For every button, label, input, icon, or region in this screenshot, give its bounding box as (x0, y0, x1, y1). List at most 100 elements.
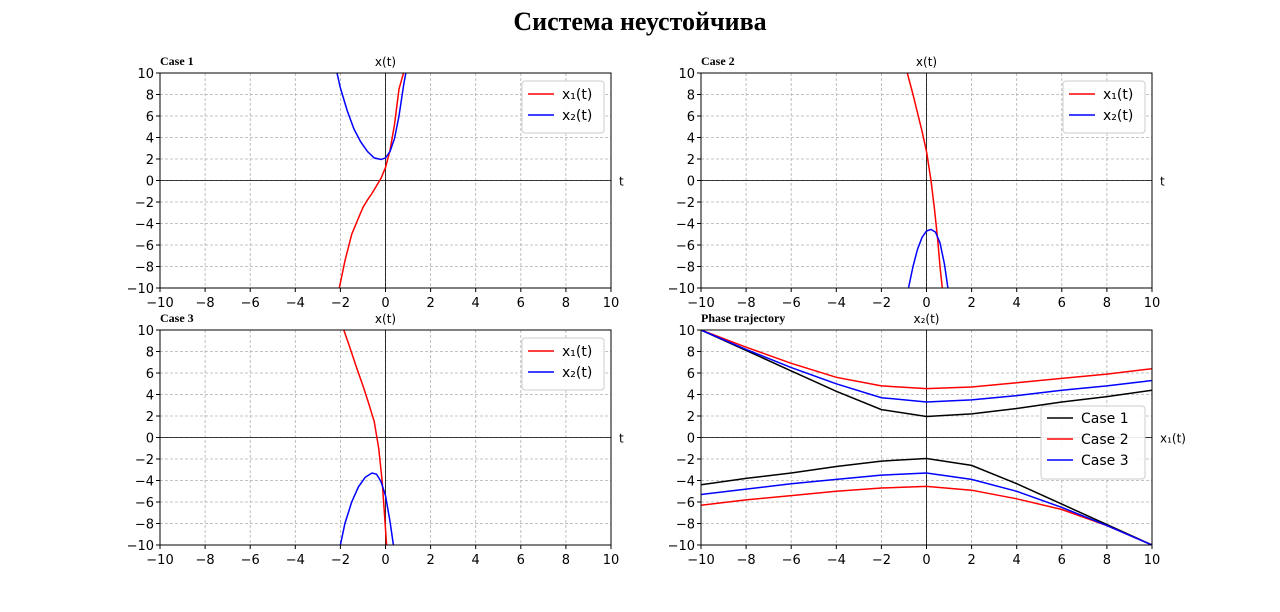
series-line-2-branch-1 (701, 330, 1152, 390)
y-tick-label: −2 (676, 453, 695, 468)
x-tick-label: 0 (381, 553, 389, 568)
y-tick-label: 2 (687, 410, 695, 425)
legend-label: x₂(t) (562, 365, 592, 381)
y-tick-label: 10 (137, 324, 154, 339)
y-tick-label: −4 (676, 218, 695, 233)
series-line-1-branch-2 (701, 457, 1152, 545)
legend-label: x₂(t) (1103, 108, 1133, 124)
x-tick-label: 0 (381, 296, 389, 311)
legend-label: Case 3 (1081, 453, 1129, 469)
panel-4: −10 −8 −6 −4 −2 0 2 4 6 8 10 −10 −8 −6 −4 −2 0 2 4 6 8 10 Phas… (668, 311, 1186, 568)
x-axis-label: x₁(t) (1160, 432, 1186, 446)
y-tick-label: −4 (135, 475, 154, 490)
panel-title: Case 2 (701, 54, 735, 68)
y-tick-label: −6 (676, 239, 695, 254)
x-tick-label: 6 (1058, 553, 1066, 568)
y-tick-label: 10 (678, 67, 695, 82)
x-tick-label: 4 (472, 296, 480, 311)
y-tick-label: 6 (146, 110, 154, 125)
y-tick-label: −10 (127, 539, 154, 554)
panels: −10 −8 −6 −4 −2 0 2 4 6 8 10 −10 −8 −6 −4 −2 0 2 4 6 8 10 Case… (127, 54, 1186, 568)
panel-1: −10 −8 −6 −4 −2 0 2 4 6 8 10 −10 −8 −6 −4 −2 0 2 4 6 8 10 Case… (127, 54, 624, 311)
series-group (339, 330, 395, 545)
x-tick-label: −8 (196, 296, 215, 311)
x-tick-label: −4 (827, 296, 846, 311)
y-tick-label: −2 (135, 453, 154, 468)
y-tick-label: 10 (137, 67, 154, 82)
y-tick-label: 8 (146, 346, 154, 361)
x-tick-label: 10 (603, 296, 620, 311)
y-tick-label: 2 (687, 153, 695, 168)
x-tick-label: 10 (1144, 553, 1161, 568)
y-axis-label: x₂(t) (914, 312, 940, 326)
x-tick-label: 8 (1103, 296, 1111, 311)
x-tick-label: 4 (1013, 553, 1021, 568)
x-tick-label: −8 (737, 553, 756, 568)
y-tick-label: 4 (687, 389, 695, 404)
y-tick-label: 8 (687, 89, 695, 104)
y-axis-label: x(t) (375, 55, 396, 69)
y-tick-label: 0 (146, 175, 154, 190)
figure-title: Система неустойчива (513, 7, 766, 36)
y-tick-label: −10 (668, 539, 695, 554)
y-tick-label: 6 (687, 110, 695, 125)
series-line-3-branch-1 (701, 330, 1152, 403)
series-line-2 (336, 73, 407, 161)
legend-label: Case 1 (1081, 411, 1129, 427)
x-tick-label: 4 (472, 553, 480, 568)
y-tick-label: 8 (687, 346, 695, 361)
x-tick-label: −6 (782, 553, 801, 568)
y-tick-label: 0 (687, 175, 695, 190)
x-tick-label: −6 (241, 296, 260, 311)
series-line-1 (343, 330, 388, 545)
series-group (906, 73, 949, 288)
y-tick-label: −2 (135, 196, 154, 211)
legend-label: Case 2 (1081, 432, 1129, 448)
panel-title: Case 3 (160, 311, 194, 325)
y-tick-label: 10 (678, 324, 695, 339)
y-tick-label: −10 (668, 282, 695, 297)
x-tick-label: −6 (782, 296, 801, 311)
x-tick-label: −10 (687, 553, 714, 568)
y-tick-label: −6 (135, 496, 154, 511)
legend-label: x₂(t) (562, 108, 592, 124)
legend-label: x₁(t) (1103, 87, 1133, 103)
y-tick-label: 4 (146, 132, 154, 147)
x-tick-label: 0 (922, 553, 930, 568)
y-tick-label: −4 (676, 475, 695, 490)
panel-title: Phase trajectory (701, 311, 785, 325)
series-line-2-branch-2 (701, 485, 1152, 545)
x-tick-label: −2 (331, 553, 350, 568)
series-line-2 (907, 228, 949, 288)
x-axis-label: t (1160, 175, 1165, 189)
x-tick-label: 2 (426, 296, 434, 311)
y-tick-label: −4 (135, 218, 154, 233)
x-tick-label: −10 (687, 296, 714, 311)
y-tick-label: 6 (146, 367, 154, 382)
x-tick-label: −10 (146, 296, 173, 311)
x-tick-label: 4 (1013, 296, 1021, 311)
x-axis-label: t (619, 175, 624, 189)
x-tick-label: −10 (146, 553, 173, 568)
series-group (336, 73, 407, 288)
x-tick-label: 2 (426, 553, 434, 568)
y-tick-label: 6 (687, 367, 695, 382)
y-tick-label: 4 (687, 132, 695, 147)
legend-label: x₁(t) (562, 87, 592, 103)
y-tick-label: 8 (146, 89, 154, 104)
x-tick-label: −6 (241, 553, 260, 568)
y-tick-label: −8 (135, 261, 154, 276)
x-tick-label: 2 (967, 553, 975, 568)
x-tick-label: 6 (1058, 296, 1066, 311)
y-tick-label: −6 (676, 496, 695, 511)
x-tick-label: −4 (286, 553, 305, 568)
y-tick-label: −2 (676, 196, 695, 211)
x-tick-label: 8 (562, 553, 570, 568)
x-tick-label: 8 (562, 296, 570, 311)
series-group (701, 330, 1152, 545)
y-tick-label: −6 (135, 239, 154, 254)
x-tick-label: −4 (286, 296, 305, 311)
x-tick-label: 6 (517, 553, 525, 568)
legend: x₁(t) x₂(t) (521, 80, 605, 134)
